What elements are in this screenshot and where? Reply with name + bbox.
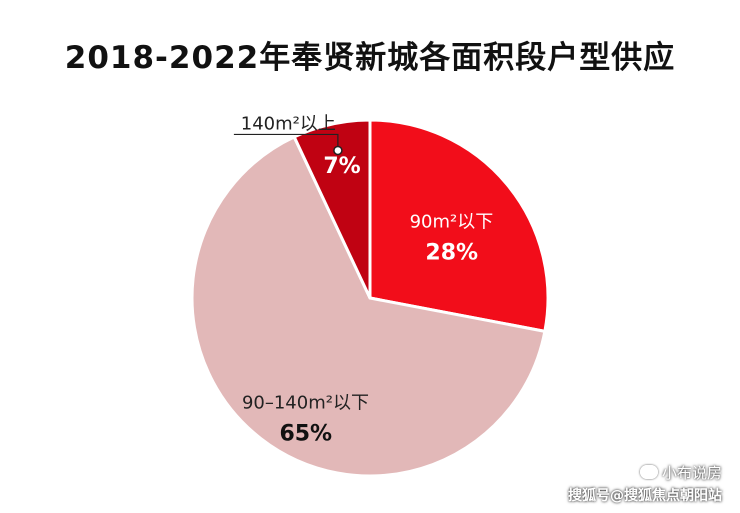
slice-label: 140m²以上	[241, 113, 336, 134]
callout-line	[233, 133, 339, 147]
slice-label: 90m²以下	[410, 212, 494, 233]
pie-slice	[368, 118, 550, 334]
slice-value: 65%	[279, 421, 332, 446]
wechat-icon	[639, 465, 658, 479]
pie-slice	[292, 118, 372, 299]
slice-value: 28%	[425, 241, 478, 266]
pie-slice	[190, 134, 547, 478]
callout-dot	[333, 145, 343, 156]
watermark-source: 搜狐号@搜狐焦点朝阳站	[568, 488, 722, 504]
watermark-author-text: 小布说房	[661, 464, 722, 482]
chart-title: 2018-2022年奉贤新城各面积段户型供应	[64, 40, 676, 76]
watermark-author: 小布说房	[639, 462, 722, 483]
slice-value: 7%	[323, 154, 360, 179]
slice-label: 90–140m²以下	[242, 392, 369, 413]
